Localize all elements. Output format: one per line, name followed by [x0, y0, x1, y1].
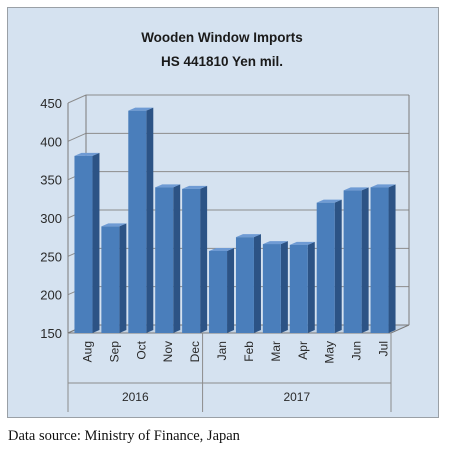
- y-tick-label: 200: [40, 288, 62, 303]
- bar-top: [101, 223, 127, 227]
- gridline-depth: [67, 94, 87, 104]
- bar-top: [182, 185, 208, 189]
- x-tick-label: Mar: [269, 341, 283, 362]
- bar: [155, 187, 174, 333]
- x-tick-label: Jan: [215, 341, 229, 360]
- bar: [209, 250, 228, 333]
- bar: [262, 244, 281, 333]
- gridline-depth: [67, 132, 87, 142]
- bar-top: [74, 152, 100, 156]
- y-tick-label: 350: [40, 173, 62, 188]
- y-tick-label: 450: [40, 96, 62, 111]
- bar: [316, 202, 335, 333]
- bar-side: [307, 241, 315, 333]
- year-label: 2017: [283, 390, 310, 404]
- bar-side: [119, 223, 127, 333]
- bar: [289, 244, 308, 333]
- bar-side: [227, 247, 235, 333]
- bar-top: [209, 247, 235, 251]
- bar-side: [253, 234, 261, 333]
- x-tick-label: May: [323, 341, 337, 364]
- x-tick-label: Aug: [80, 341, 94, 362]
- x-tick-label: Jun: [350, 341, 364, 360]
- x-tick-label: Jul: [377, 341, 391, 356]
- bar-side: [146, 107, 154, 334]
- axis-labels: 150 200 250 300 350 400 450 Aug Sep Oct Nov Dec Jan F…: [40, 96, 390, 404]
- bar-side: [92, 152, 100, 333]
- y-tick-label: 400: [40, 134, 62, 149]
- bar: [74, 155, 93, 333]
- x-tick-label: Nov: [161, 341, 175, 362]
- bar-side: [173, 184, 181, 333]
- x-tick-label: Feb: [242, 341, 256, 362]
- bar-top: [128, 107, 154, 111]
- y-tick-label: 300: [40, 211, 62, 226]
- bar-top: [262, 241, 288, 245]
- chart-subtitle: HS 441810 Yen mil.: [161, 54, 283, 69]
- x-tick-label: Sep: [107, 341, 121, 363]
- bar: [182, 188, 201, 333]
- chart-container: Wooden Window Imports HS 441810 Yen mil.…: [7, 7, 439, 418]
- x-tick-label: Apr: [296, 341, 310, 360]
- bar: [128, 110, 147, 334]
- bar-top: [316, 199, 342, 203]
- data-source-note: Data source: Ministry of Finance, Japan: [8, 428, 240, 444]
- x-tick-label: Dec: [188, 341, 202, 362]
- bar-side: [200, 185, 208, 333]
- bar-side: [280, 241, 288, 333]
- bar-top: [370, 184, 396, 188]
- bar-top: [289, 241, 315, 245]
- chart-title: Wooden Window Imports: [141, 30, 303, 45]
- bar-side: [334, 199, 342, 333]
- x-tick-label: Oct: [134, 340, 148, 359]
- year-label: 2016: [122, 390, 149, 404]
- y-tick-label: 150: [40, 326, 62, 341]
- bar-top: [155, 184, 181, 188]
- bar-chart: Wooden Window Imports HS 441810 Yen mil.…: [40, 30, 410, 412]
- bar: [235, 237, 254, 333]
- bar-top: [235, 234, 261, 238]
- bar: [101, 226, 120, 333]
- bar-side: [361, 187, 369, 333]
- y-tick-label: 250: [40, 249, 62, 264]
- bar: [343, 190, 362, 333]
- bar-top: [343, 187, 369, 191]
- bar-side: [388, 184, 396, 333]
- bars: [74, 107, 396, 334]
- bar: [370, 187, 389, 333]
